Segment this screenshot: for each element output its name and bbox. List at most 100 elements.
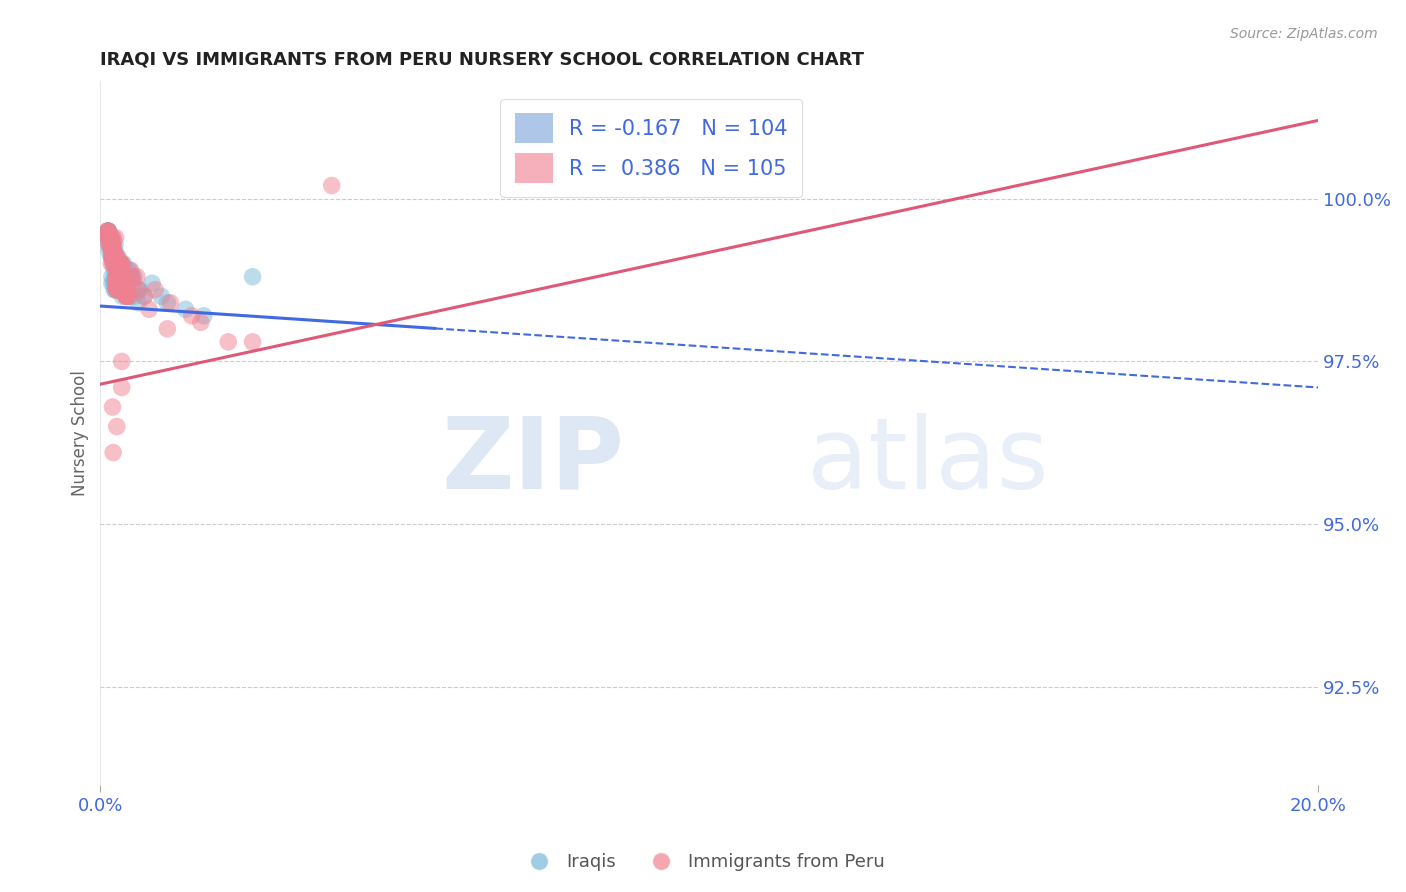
Point [115,283,138,297]
Point [115,289,138,303]
Point [127,295,149,310]
Point [103,244,125,258]
Point [156,322,179,336]
Point [104,250,127,264]
Point [97,230,120,244]
Point [97,224,120,238]
Point [115,289,138,303]
Point [127,283,149,297]
Point [105,277,128,291]
Point [101,250,124,264]
Point [97,224,120,238]
Point [105,277,128,291]
Point [104,244,127,258]
Point [97,237,120,252]
Point [105,257,128,271]
Point [127,283,149,297]
Point [101,244,124,258]
Point [111,257,134,271]
Point [97,224,120,238]
Point [115,283,138,297]
Point [104,269,127,284]
Point [114,283,136,297]
Point [150,289,173,303]
Point [103,277,125,291]
Point [110,257,132,271]
Point [108,283,131,297]
Point [105,277,128,291]
Point [105,277,128,291]
Point [115,289,138,303]
Point [110,263,132,277]
Point [122,277,145,291]
Point [111,257,134,271]
Point [114,277,136,291]
Point [105,257,128,271]
Legend: R = -0.167   N = 104, R =  0.386   N = 105: R = -0.167 N = 104, R = 0.386 N = 105 [501,99,803,197]
Point [111,269,134,284]
Point [156,295,179,310]
Point [97,230,120,244]
Point [110,257,132,271]
Point [98,230,121,244]
Point [97,230,120,244]
Point [115,289,138,303]
Point [141,277,163,291]
Point [242,269,264,284]
Point [112,283,135,297]
Point [101,237,124,252]
Point [98,230,121,244]
Point [120,269,142,284]
Point [97,224,120,238]
Point [100,250,122,264]
Point [101,250,124,264]
Text: Source: ZipAtlas.com: Source: ZipAtlas.com [1230,27,1378,41]
Point [111,269,134,284]
Point [104,269,127,284]
Point [143,283,166,297]
Point [111,380,134,394]
Point [100,237,122,252]
Point [103,257,125,271]
Point [110,263,132,277]
Point [111,277,134,291]
Point [110,277,132,291]
Point [108,269,131,284]
Point [121,269,143,284]
Point [114,283,136,297]
Point [101,244,124,258]
Point [104,250,127,264]
Point [101,237,124,252]
Point [100,250,122,264]
Point [107,263,129,277]
Point [111,269,134,284]
Point [105,263,128,277]
Text: ZIP: ZIP [441,413,624,509]
Point [101,250,124,264]
Point [101,237,124,252]
Point [129,283,152,297]
Point [105,419,128,434]
Point [105,283,128,297]
Point [97,230,120,244]
Point [114,283,136,297]
Point [108,269,131,284]
Point [107,269,129,284]
Point [105,277,128,291]
Point [103,277,125,291]
Point [105,269,128,284]
Point [101,250,124,264]
Point [107,283,129,297]
Point [110,257,132,271]
Point [105,263,128,277]
Point [111,263,134,277]
Point [190,315,212,329]
Point [111,269,134,284]
Point [321,178,343,193]
Point [100,244,122,258]
Point [110,257,132,271]
Point [96,224,118,238]
Point [111,263,134,277]
Point [112,257,135,271]
Point [101,237,124,252]
